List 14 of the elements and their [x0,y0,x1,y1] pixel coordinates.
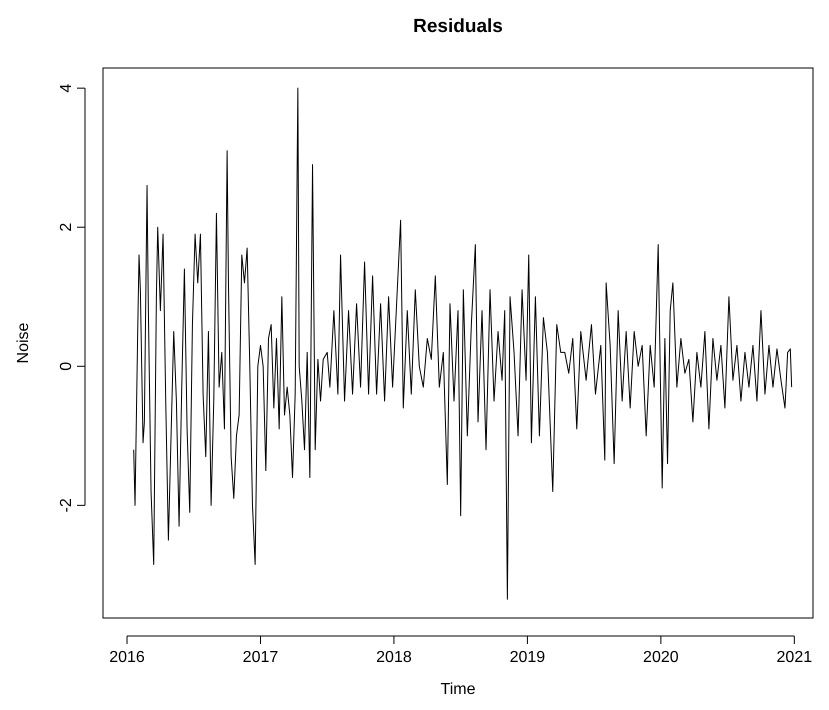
y-axis-title: Noise [15,322,32,364]
y-tick-label: 4 [58,84,75,93]
y-tick-label: 0 [58,362,75,371]
x-tick-label: 2020 [643,649,679,666]
x-tick-label: 2021 [776,649,812,666]
x-tick-label: 2018 [376,649,412,666]
line-series [133,88,792,600]
x-tick-label: 2019 [510,649,546,666]
x-tick-label: 2016 [109,649,145,666]
x-tick-label: 2017 [242,649,278,666]
chart-title: Residuals [413,16,503,37]
y-tick-label: 2 [58,222,75,232]
y-tick-label: -2 [58,498,75,512]
x-axis-title: Time [440,681,476,698]
